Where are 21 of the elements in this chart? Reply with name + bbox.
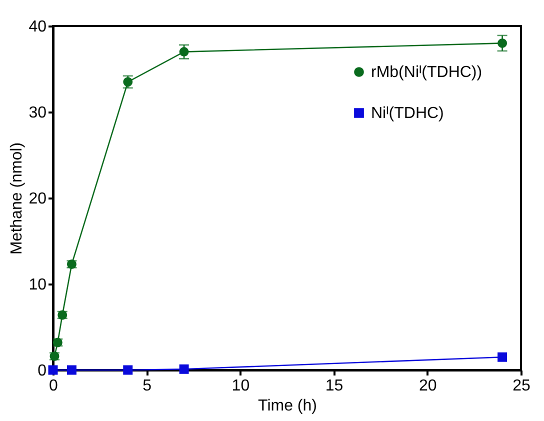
point [498, 352, 508, 362]
y-tick-label: 0 [38, 362, 47, 380]
x-axis-title: Time (h) [258, 398, 317, 414]
x-tick-label: 20 [419, 378, 437, 394]
x-tick-label: 15 [325, 378, 344, 394]
x-tick-label: 10 [232, 378, 250, 394]
x-tick-label: 5 [142, 378, 152, 394]
point [123, 365, 133, 375]
y-tick-label: 20 [28, 190, 47, 208]
point [179, 47, 189, 57]
legend-label: Niᴵ(TDHC) [371, 105, 444, 122]
x-tick-label: 25 [512, 378, 530, 394]
x-tick-label: 0 [49, 378, 58, 394]
point [179, 364, 189, 374]
point [498, 38, 508, 48]
point [66, 365, 76, 375]
y-tick-label: 30 [28, 104, 47, 122]
y-axis-title: Methane (nmol) [8, 142, 26, 255]
y-tick-label: 10 [28, 276, 47, 294]
y-tick-label: 40 [28, 18, 47, 36]
legend-label: rMb(Niᴵ(TDHC)) [371, 64, 482, 81]
